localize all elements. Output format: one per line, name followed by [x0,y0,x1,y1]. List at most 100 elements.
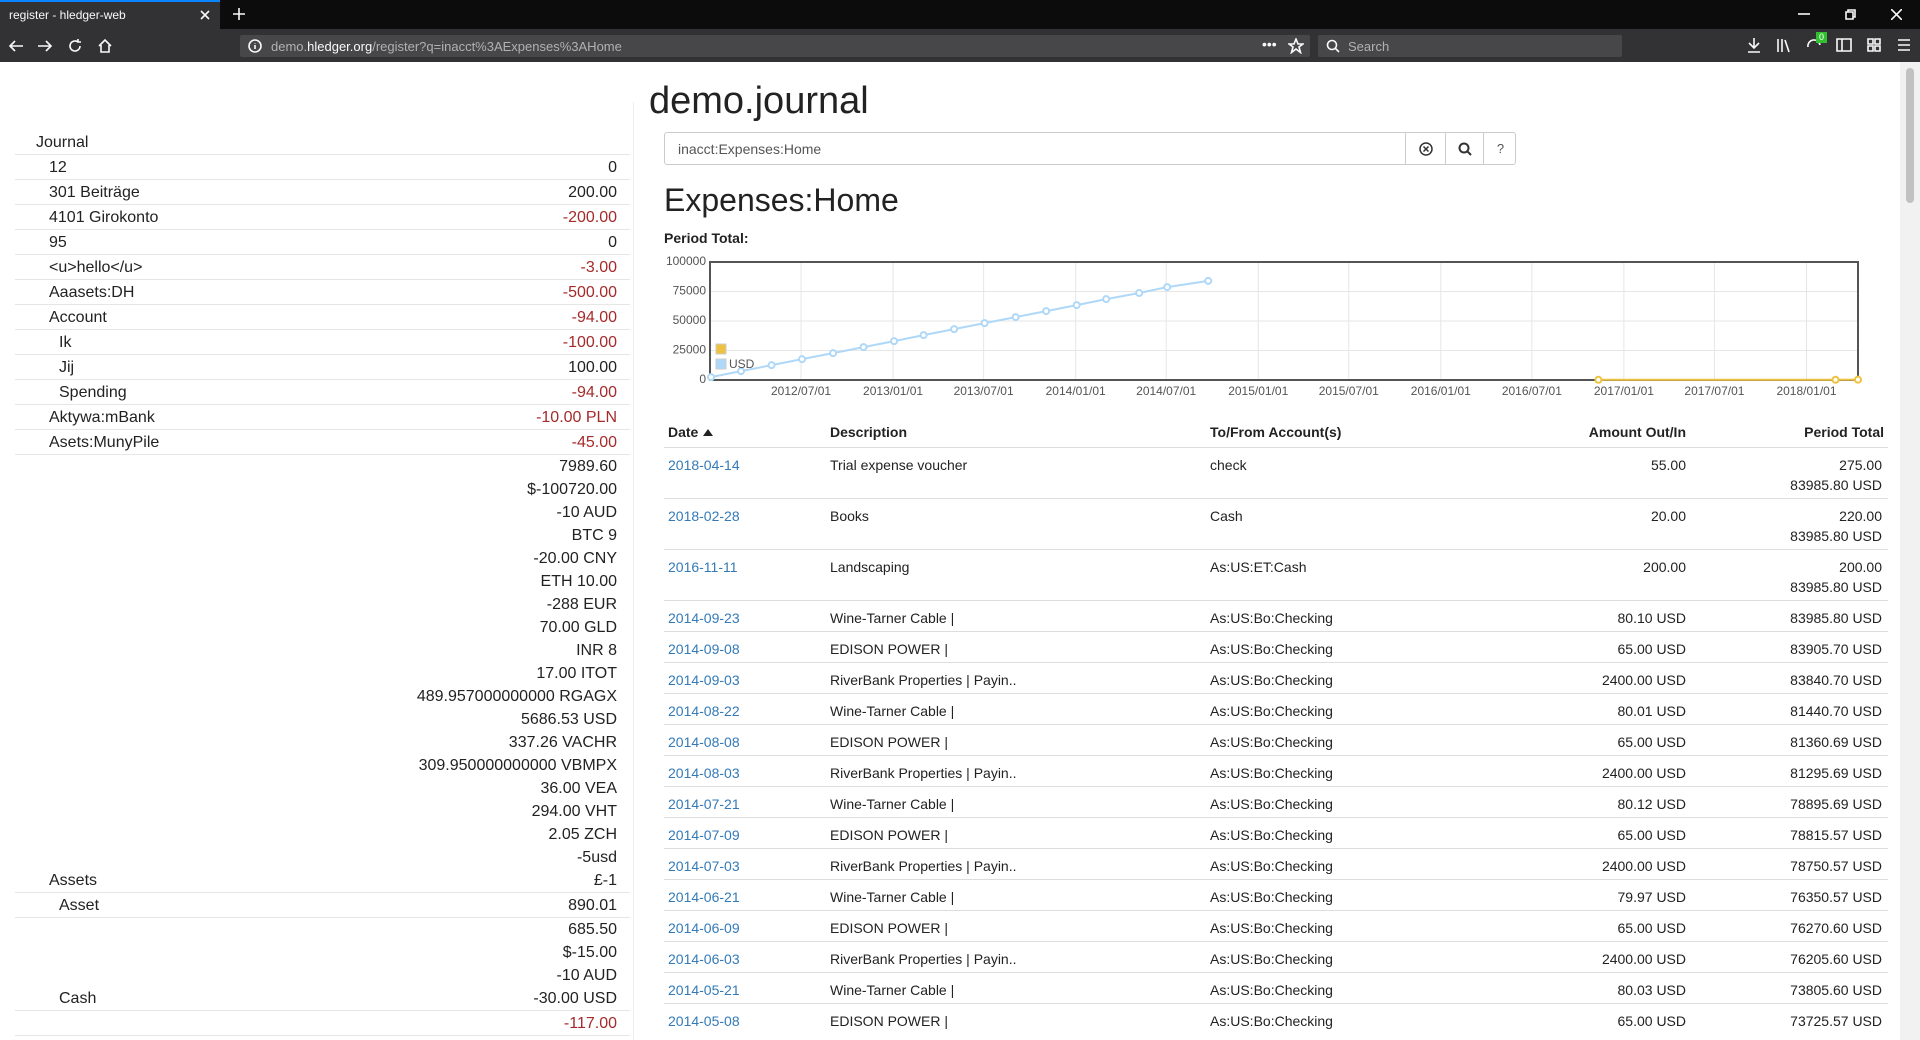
account-name[interactable]: 301 Beiträge [49,184,140,201]
account-amount: $-100720.00 [527,481,617,498]
home[interactable] [97,38,113,54]
account: As:US:Bo:Checking [1206,631,1510,663]
sort-arrow[interactable] [702,427,714,437]
account-name[interactable]: Asets:MunyPile [49,434,160,451]
journal-link[interactable]: Journal [36,134,89,151]
new-tab[interactable] [233,8,245,20]
minimize[interactable] [1798,13,1810,15]
account-amounts: 100.00 [568,356,617,379]
date-link[interactable]: 2014-06-21 [668,889,740,905]
library[interactable] [1776,37,1792,53]
sync[interactable] [1806,37,1822,53]
data-point [950,325,959,334]
date-link[interactable]: 2014-06-09 [668,920,740,936]
account-name[interactable]: Asset [59,897,100,914]
extensions[interactable] [1866,37,1882,53]
data-point [1135,289,1144,298]
x-tick-label: 2018/01/01 [1776,384,1836,398]
account-amount: -3.00 [580,259,617,276]
downloads[interactable] [1746,37,1762,53]
clear-button[interactable] [1405,133,1446,164]
amount: 2400.00 USD [1510,941,1690,973]
account-row: Account -94.00 [15,305,630,330]
total-amount: 83840.70 USD [1790,672,1882,688]
date-link[interactable]: 2014-09-08 [668,641,740,657]
date-link[interactable]: 2014-08-03 [668,765,740,781]
back[interactable] [8,38,24,54]
site-info[interactable] [248,39,262,53]
account-row: Journal [15,130,630,155]
date-link[interactable]: 2014-07-09 [668,827,740,843]
date-link[interactable]: 2018-04-14 [668,457,740,473]
account-name[interactable]: Assets [49,872,98,889]
register-row: 2018-02-28 Books Cash 20.00 220.00 83985.80 U… [664,498,1888,550]
date-cell: 2014-07-21 [664,786,826,818]
account-name[interactable]: Aktywa:mBank [49,409,155,426]
account-amounts: 7989.60 $-100720.00 -10 AUD BTC 9 -20.00 CNY… [417,455,617,892]
sidebar-toggle[interactable] [1836,37,1852,53]
y-tick-label: 25000 [673,343,707,357]
scroll-thumb[interactable] [1906,68,1914,203]
date-link[interactable]: 2014-07-21 [668,796,740,812]
account-row: 95 0 [15,230,630,255]
help-button[interactable]: ? [1483,133,1517,164]
date-link[interactable]: 2018-02-28 [668,508,740,524]
account-name[interactable]: <u>hello</u> [49,259,143,276]
date-link[interactable]: 2014-07-03 [668,858,740,874]
account: As:US:Bo:Checking [1206,693,1510,725]
account-name[interactable]: 4101 Girokonto [49,209,159,226]
description: Trial expense voucher [826,447,1206,499]
column-label: Description [830,424,908,440]
account-name[interactable]: 95 [49,234,67,251]
page-actions[interactable]: ••• [1262,36,1277,52]
date-link[interactable]: 2014-05-21 [668,982,740,998]
restore[interactable] [1845,9,1856,20]
total-amount: 76350.57 USD [1790,889,1882,905]
account-name[interactable]: Aaasets:DH [49,284,135,301]
url-bar[interactable]: demo.hledger.org/register?q=inacct%3AExp… [240,35,1310,57]
data-point [890,337,899,346]
account-amounts: -100.00 [563,331,617,354]
date-link[interactable]: 2014-06-03 [668,951,740,967]
date-link[interactable]: 2014-09-23 [668,610,740,626]
date-link[interactable]: 2014-08-08 [668,734,740,750]
data-point [1072,301,1081,310]
scrollbar[interactable] [1900,62,1920,1040]
close-window[interactable] [1891,9,1902,20]
search-button[interactable] [1445,133,1484,164]
description: RiverBank Properties | Payin.. [826,848,1206,880]
account-amount: -500.00 [562,284,617,301]
account-name[interactable]: Jij [59,359,75,376]
account-name[interactable]: Cash [59,990,97,1007]
total-amount: 78895.69 USD [1790,796,1882,812]
tab[interactable]: register - hledger-web [0,0,220,29]
date-link[interactable]: 2014-09-03 [668,672,740,688]
query-input[interactable]: inacct:Expenses:Home [678,141,822,157]
menu[interactable] [1896,37,1912,53]
account-amounts: 0 [608,156,617,179]
date-link[interactable]: 2016-11-11 [668,559,738,575]
date-link[interactable]: 2014-08-22 [668,703,740,719]
account-name[interactable]: Account [49,309,107,326]
description: EDISON POWER | [826,724,1206,756]
search-bar[interactable]: Search [1318,35,1622,57]
account-name[interactable]: Ik [59,334,72,351]
account-name[interactable]: 12 [49,159,67,176]
account-row: Cash 685.50 $-15.00 -10 AUD -30.00 USD [15,918,630,1011]
x-tick-label: 2012/07/01 [771,384,831,398]
account-name[interactable]: Spending [59,384,127,401]
register-row: 2018-04-14 Trial expense voucher check 55.0… [664,447,1888,499]
reload[interactable] [67,38,83,54]
register-row: 2016-11-11 Landscaping As:US:ET:Cash 200.00… [664,549,1888,601]
tab-close[interactable] [200,10,210,20]
bookmark-star[interactable] [1288,38,1304,54]
account-row: Assets 7989.60 $-100720.00 -10 AUD BTC 9 -20.… [15,455,630,893]
column-header: Description [826,417,1206,448]
period-total: 81440.70 USD [1690,693,1888,725]
column-header: Amount Out/In [1510,417,1690,448]
account-row: Asets:MunyPile -45.00 [15,430,630,455]
account-amounts: 200.00 [568,181,617,204]
forward[interactable] [37,38,53,54]
date-link[interactable]: 2014-05-08 [668,1013,740,1029]
amount: 65.00 USD [1510,631,1690,663]
